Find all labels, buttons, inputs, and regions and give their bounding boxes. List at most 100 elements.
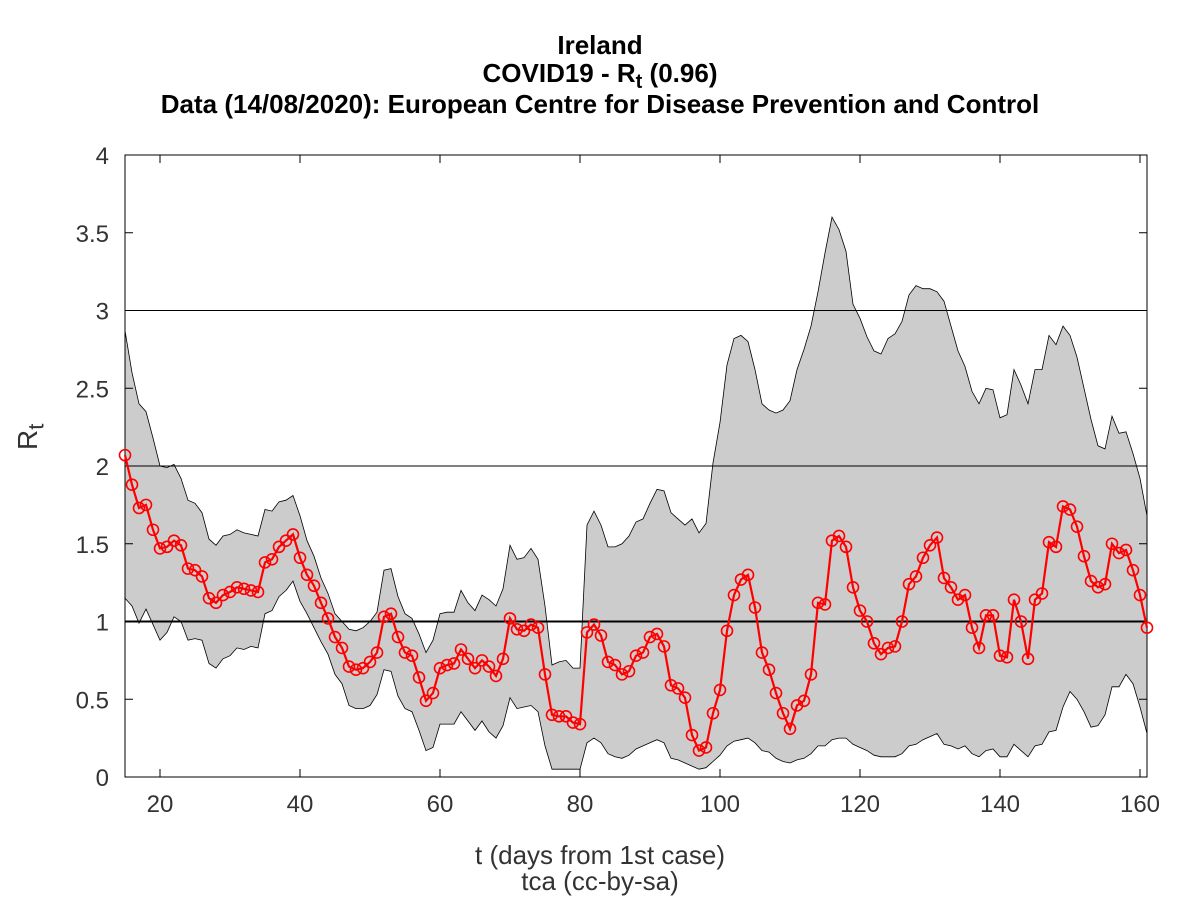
rt-data-point: [881, 641, 895, 655]
rt-data-point: [230, 580, 244, 594]
rt-data-point: [510, 622, 524, 636]
rt-data-point: [265, 552, 279, 566]
rt-data-point: [1035, 587, 1049, 600]
rt-data-point: [482, 660, 496, 673]
rt-data-point: [615, 668, 629, 681]
rt-data-point: [797, 694, 811, 708]
rt-data-point: [1119, 543, 1133, 557]
rt-data-point: [412, 671, 426, 684]
rt-data-point: [755, 646, 769, 659]
rt-data-point: [195, 570, 209, 583]
rt-data-point: [986, 608, 1000, 622]
rt-data-point: [447, 657, 461, 670]
rt-data-point: [216, 588, 230, 602]
rt-data-point: [741, 568, 755, 582]
chart-title-line3: Data (14/08/2020): European Centre for D…: [160, 89, 1040, 119]
y-tick-label: 3: [96, 299, 109, 326]
rt-data-point: [762, 663, 776, 677]
rt-data-point: [139, 498, 153, 512]
rt-data-point: [181, 562, 195, 575]
x-tick-label: 160: [1120, 791, 1160, 818]
y-axis-label: Rt: [12, 424, 50, 450]
rt-data-point: [902, 577, 916, 591]
rt-data-point: [720, 624, 734, 638]
rt-data-point: [867, 636, 881, 650]
rt-data-point: [307, 579, 321, 593]
x-tick-label: 20: [147, 791, 174, 818]
rt-data-point: [468, 661, 482, 675]
rt-data-point: [1063, 503, 1077, 516]
rt-data-point: [650, 627, 664, 641]
y-tick-label: 0: [96, 765, 109, 792]
rt-data-point: [832, 529, 846, 543]
rt-data-point: [251, 585, 265, 599]
rt-data-point: [930, 531, 944, 544]
rt-data-point: [888, 640, 902, 653]
rt-data-point: [118, 448, 132, 462]
rt-data-point: [818, 598, 832, 611]
rt-data-point: [748, 601, 762, 614]
chart-title-line2-suffix: (0.96): [642, 58, 718, 88]
rt-data-point: [713, 683, 727, 697]
rt-data-point: [391, 630, 405, 644]
y-tick-label: 4: [96, 143, 109, 170]
rt-data-point: [769, 686, 783, 700]
rt-data-point: [853, 604, 867, 617]
rt-data-point: [678, 691, 692, 704]
rt-data-point: [636, 646, 650, 659]
rt-data-point: [524, 618, 538, 631]
rt-data-point: [384, 607, 398, 621]
rt-data-point: [839, 540, 853, 554]
rt-data-point: [489, 669, 503, 683]
rt-data-point: [1126, 563, 1140, 577]
x-tick-label: 140: [980, 791, 1020, 818]
y-axis-label-sub: t: [23, 423, 49, 430]
rt-data-point: [1000, 650, 1014, 664]
rt-data-point: [545, 708, 559, 722]
rt-data-point: [965, 621, 979, 635]
rt-data-point: [538, 668, 552, 681]
x-tick-label: 60: [427, 791, 454, 818]
rt-data-point: [300, 568, 314, 582]
x-axis-label: t (days from 1st case): [475, 840, 725, 870]
rt-data-point: [783, 722, 797, 736]
chart-title-line2: COVID19 - Rt (0.96): [0, 60, 1200, 92]
rt-data-point: [272, 540, 286, 554]
rt-data-point: [454, 643, 468, 656]
rt-data-point: [349, 663, 363, 677]
rt-data-point: [174, 539, 188, 552]
rt-data-point: [923, 539, 937, 552]
rt-data-point: [328, 630, 342, 644]
rt-data-point: [1007, 593, 1021, 607]
rt-data-point: [699, 741, 713, 754]
rt-data-point: [874, 647, 888, 661]
rt-data-point: [608, 658, 622, 672]
rt-data-point: [279, 534, 293, 547]
rt-data-point: [1091, 580, 1105, 594]
rt-data-point: [804, 668, 818, 681]
rt-data-point: [188, 563, 202, 577]
rt-data-point: [160, 540, 174, 554]
x-tick-label: 100: [700, 791, 740, 818]
rt-data-point: [496, 652, 510, 666]
rt-data-point: [1098, 577, 1112, 591]
rt-data-point: [979, 608, 993, 622]
rt-data-point: [370, 646, 384, 659]
rt-data-point: [1056, 500, 1070, 513]
rt-data-point: [937, 571, 951, 585]
chart-title-line2-sub: t: [635, 71, 643, 94]
y-tick-label: 2: [96, 454, 109, 481]
rt-data-point: [377, 610, 391, 624]
rt-data-point: [146, 523, 160, 537]
y-tick-label: 1.5: [76, 532, 109, 559]
rt-data-point: [909, 570, 923, 583]
rt-data-point: [1021, 652, 1035, 666]
chart-title-line1: Ireland: [557, 30, 643, 60]
rt-data-point: [335, 641, 349, 655]
rt-data-point: [1049, 540, 1063, 554]
chart-caption: tca (cc-by-sa): [521, 866, 679, 896]
rt-data-point: [594, 629, 608, 642]
confidence-band: [124, 216, 1148, 770]
rt-data-point: [314, 596, 328, 610]
rt-data-point: [398, 646, 412, 659]
